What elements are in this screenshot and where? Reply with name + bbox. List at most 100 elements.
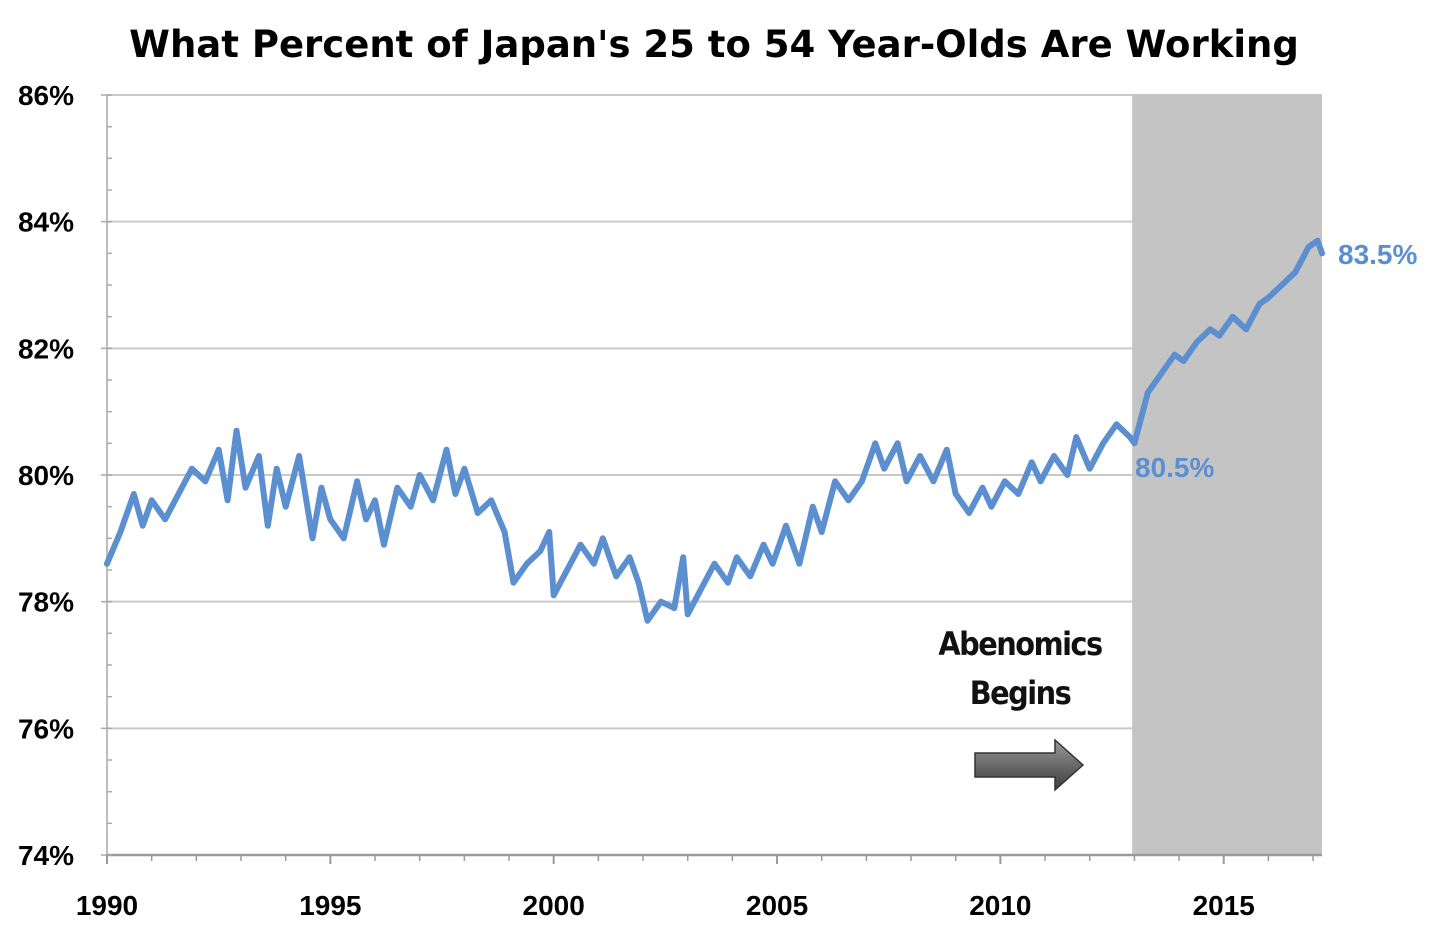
y-tick-label: 78% xyxy=(18,587,74,618)
data-point xyxy=(474,510,481,516)
abenomics-label-line2: Begins xyxy=(970,674,1071,712)
data-point xyxy=(131,491,137,497)
abenomics-label-line1: Abenomics xyxy=(938,625,1102,663)
x-axis-ticks: 1990 1995 2000 2005 2010 2015 xyxy=(76,890,1255,921)
data-point xyxy=(577,541,584,548)
y-tick-label: 76% xyxy=(18,713,74,744)
data-point xyxy=(537,548,544,554)
data-point xyxy=(1292,269,1298,276)
data-point xyxy=(818,529,825,535)
data-point xyxy=(725,579,731,586)
data-point xyxy=(381,541,387,548)
data-point xyxy=(1256,301,1263,307)
x-tick-label: 1995 xyxy=(299,890,361,921)
x-tick-label: 2000 xyxy=(523,890,585,921)
data-point xyxy=(488,497,494,504)
data-point xyxy=(1100,440,1106,447)
data-point xyxy=(443,446,450,453)
data-point xyxy=(256,453,262,459)
data-point xyxy=(461,465,468,472)
data-point xyxy=(881,465,888,472)
abenomics-shaded-region xyxy=(1132,95,1322,855)
data-point xyxy=(452,491,459,497)
data-point xyxy=(872,440,879,447)
chart-title: What Percent of Japan's 25 to 54 Year-Ol… xyxy=(129,23,1299,66)
data-point xyxy=(626,554,633,561)
data-point xyxy=(760,541,767,548)
data-point xyxy=(600,535,606,542)
data-point xyxy=(832,478,838,485)
series-line xyxy=(104,237,1325,624)
data-point xyxy=(1113,421,1120,428)
data-point xyxy=(1086,465,1093,472)
data-point xyxy=(550,592,557,599)
x-tick-label: 2015 xyxy=(1193,890,1255,921)
x-tick-label: 2010 xyxy=(969,890,1031,921)
data-point xyxy=(1002,478,1008,485)
data-point xyxy=(1216,332,1223,339)
data-point xyxy=(917,453,923,459)
data-point xyxy=(104,560,110,567)
data-point xyxy=(783,522,789,529)
data-point xyxy=(698,586,704,592)
data-point xyxy=(296,453,302,459)
data-point xyxy=(430,497,436,504)
data-point xyxy=(233,427,240,434)
data-point xyxy=(510,579,517,586)
data-point xyxy=(148,497,155,504)
y-tick-label: 74% xyxy=(18,840,74,871)
y-tick-label: 82% xyxy=(18,333,74,364)
data-point xyxy=(1207,326,1214,333)
data-point xyxy=(117,529,124,535)
data-point xyxy=(162,516,168,523)
data-point xyxy=(139,522,146,529)
data-point xyxy=(1229,313,1236,320)
data-point xyxy=(1305,244,1312,250)
gridlines xyxy=(107,94,1322,730)
data-point xyxy=(671,605,678,611)
data-point xyxy=(684,611,691,618)
data-point xyxy=(175,491,182,497)
data-point xyxy=(1243,326,1249,333)
y-tick-label: 86% xyxy=(18,80,74,111)
data-point xyxy=(894,440,901,447)
data-point xyxy=(202,478,209,485)
y-tick-label: 84% xyxy=(18,207,74,238)
data-point xyxy=(282,503,289,510)
data-point xyxy=(930,478,937,485)
data-point xyxy=(1073,434,1080,440)
data-point xyxy=(1314,237,1321,244)
data-point xyxy=(242,484,249,491)
data-point xyxy=(564,567,570,573)
series-points xyxy=(104,237,1325,624)
data-point xyxy=(394,484,401,491)
data-point xyxy=(988,503,995,510)
data-point xyxy=(372,497,378,504)
data-point xyxy=(416,472,423,478)
data-point xyxy=(635,579,642,586)
data-point xyxy=(1144,389,1151,396)
data-point xyxy=(711,560,718,567)
data-point xyxy=(680,554,687,561)
data-point xyxy=(354,478,360,485)
abenomics-arrow-icon xyxy=(974,738,1085,792)
data-point xyxy=(318,484,325,491)
data-point xyxy=(215,446,222,453)
y-tick-label: 80% xyxy=(18,460,74,491)
data-point xyxy=(1194,339,1200,345)
x-tick-label: 1990 xyxy=(76,890,138,921)
data-point xyxy=(1278,282,1285,288)
data-point xyxy=(224,497,231,504)
data-point xyxy=(845,497,852,504)
x-tick-label: 2005 xyxy=(746,890,808,921)
data-point xyxy=(189,465,195,472)
data-point xyxy=(1171,351,1178,358)
data-point xyxy=(1127,434,1133,440)
data-point xyxy=(809,503,816,510)
data-point xyxy=(546,529,553,535)
data-point xyxy=(591,560,597,567)
data-point xyxy=(1180,358,1187,364)
data-point xyxy=(309,535,316,542)
data-point xyxy=(501,529,508,535)
